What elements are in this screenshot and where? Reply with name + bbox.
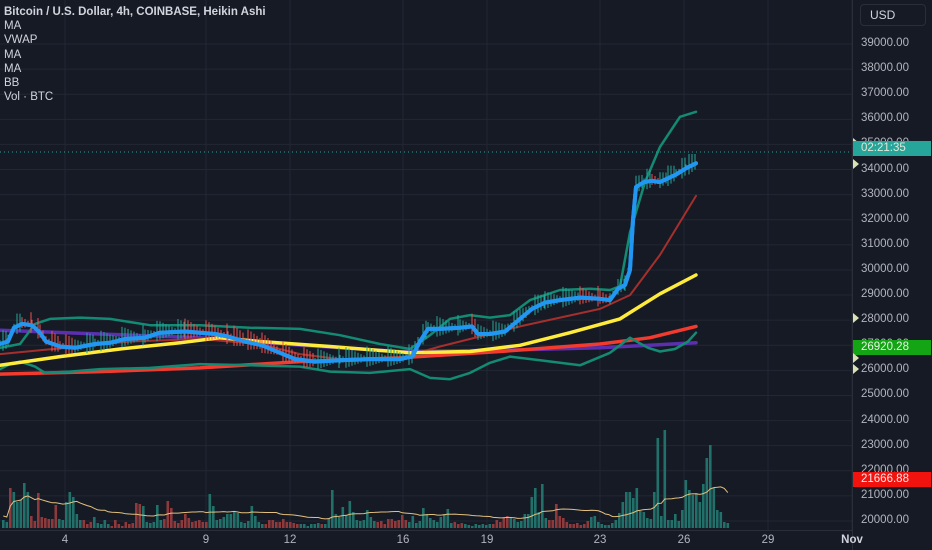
price-tick-label: 29000.00 bbox=[861, 288, 909, 301]
price-tick-label: 37000.00 bbox=[861, 87, 909, 100]
price-tick-label: 28000.00 bbox=[861, 313, 909, 326]
price-tick-label: 32000.00 bbox=[861, 212, 909, 225]
time-tick-label: 19 bbox=[480, 534, 494, 546]
marker-triangle-icon bbox=[853, 364, 859, 374]
indicator-volume[interactable]: Vol · BTC bbox=[4, 91, 54, 104]
time-tick-label: 16 bbox=[396, 534, 410, 546]
chart-legend: Bitcoin / U.S. Dollar, 4h, COINBASE, Hei… bbox=[4, 5, 266, 104]
time-tick-label: 29 bbox=[761, 534, 775, 546]
indicator-lines bbox=[0, 110, 698, 381]
indicator-vwap[interactable]: VWAP bbox=[4, 34, 38, 47]
time-axis[interactable]: 4 9 12 16 19 23 26 29 Nov bbox=[0, 530, 863, 550]
volume-bars bbox=[2, 430, 730, 528]
price-tick-label: 21000.00 bbox=[861, 488, 909, 501]
time-tick-label: 23 bbox=[593, 534, 607, 546]
time-tick-label: 9 bbox=[202, 534, 210, 546]
price-tick-label: 26000.00 bbox=[861, 363, 909, 376]
volume-ma-line bbox=[3, 486, 729, 520]
price-tick-label: 38000.00 bbox=[861, 62, 909, 75]
horizontal-gridlines bbox=[0, 43, 852, 522]
marker-triangle-icon bbox=[853, 353, 859, 363]
price-chart-plot[interactable] bbox=[0, 0, 852, 530]
indicator-ma-2[interactable]: MA bbox=[4, 48, 22, 61]
price-tick-label: 34000.00 bbox=[861, 162, 909, 175]
indicator-ma-1[interactable]: MA bbox=[4, 20, 22, 33]
price-tick-label: 31000.00 bbox=[861, 237, 909, 250]
price-tick-label: 25000.00 bbox=[861, 388, 909, 401]
price-tick-label: 23000.00 bbox=[861, 438, 909, 451]
indicator-bb[interactable]: BB bbox=[4, 77, 20, 90]
vertical-gridlines bbox=[64, 0, 852, 530]
currency-button[interactable]: USD bbox=[860, 4, 926, 26]
marker-triangle-icon bbox=[853, 159, 859, 169]
time-tick-label: 4 bbox=[61, 534, 69, 546]
time-tick-label: 26 bbox=[677, 534, 691, 546]
price-tick-label: 39000.00 bbox=[861, 37, 909, 49]
price-tick-label: 33000.00 bbox=[861, 187, 909, 200]
price-tick-label: 20000.00 bbox=[861, 514, 909, 526]
symbol-title[interactable]: Bitcoin / U.S. Dollar, 4h, COINBASE, Hei… bbox=[4, 6, 266, 18]
marker-triangle-icon bbox=[853, 313, 859, 323]
price-tick-label: 36000.00 bbox=[861, 112, 909, 125]
countdown-badge: 02:21:35 bbox=[853, 141, 931, 156]
volume-ma-badge: 21666.88 bbox=[853, 472, 931, 487]
time-tick-label: Nov bbox=[841, 534, 863, 546]
indicator-ma-3[interactable]: MA bbox=[4, 62, 22, 75]
price-tick-label: 30000.00 bbox=[861, 262, 909, 275]
ma-value-badge: 26920.28 bbox=[853, 340, 931, 355]
time-tick-label: 12 bbox=[283, 534, 297, 546]
price-tick-label: 24000.00 bbox=[861, 413, 909, 426]
series-bb-lower[interactable] bbox=[0, 331, 698, 381]
series-bb-upper[interactable] bbox=[0, 110, 698, 351]
price-axis[interactable]: USD 39000.0038000.0037000.0036000.003500… bbox=[852, 0, 932, 550]
series-heikin-ashi-close-approx-[interactable] bbox=[0, 161, 698, 364]
